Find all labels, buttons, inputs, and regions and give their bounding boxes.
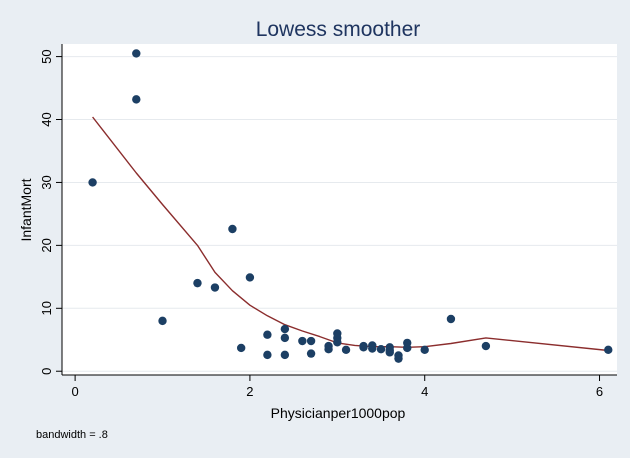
data-point xyxy=(280,324,290,334)
data-point xyxy=(245,273,255,282)
x-tick-label: 4 xyxy=(421,384,428,399)
data-point xyxy=(306,349,316,358)
data-point xyxy=(403,343,412,353)
data-point xyxy=(263,330,272,339)
data-point xyxy=(324,344,333,354)
y-tick-label: 10 xyxy=(39,301,54,315)
y-tick-label: 50 xyxy=(39,49,54,63)
x-tick-label: 2 xyxy=(246,384,253,399)
data-point xyxy=(228,224,237,234)
data-point xyxy=(420,345,429,355)
data-point xyxy=(359,343,368,352)
data-point xyxy=(341,345,351,355)
data-point xyxy=(333,338,342,347)
x-tick-label: 0 xyxy=(71,384,78,399)
x-axis-label: Physicianper1000pop xyxy=(271,405,406,421)
y-tick-label: 30 xyxy=(39,175,54,189)
y-tick-label: 40 xyxy=(39,112,54,126)
y-axis-label: InfantMort xyxy=(18,178,34,241)
axes: 0 2 4 6 0 10 20 30 40 50 xyxy=(39,44,617,399)
data-point xyxy=(298,336,307,346)
data-point xyxy=(306,336,316,346)
y-tick-label: 20 xyxy=(39,238,54,252)
data-point xyxy=(132,49,141,58)
data-point xyxy=(263,350,272,360)
data-point xyxy=(481,341,491,351)
data-point xyxy=(280,333,290,343)
data-point xyxy=(193,278,202,288)
data-point xyxy=(236,343,246,353)
bandwidth-note: bandwidth = .8 xyxy=(36,429,108,441)
data-point xyxy=(88,178,97,187)
data-point xyxy=(394,354,403,363)
data-point xyxy=(376,344,386,354)
lowess-line-layer xyxy=(92,116,609,352)
scatter-points xyxy=(88,49,613,363)
data-point xyxy=(210,283,220,292)
data-point xyxy=(132,95,141,104)
grid-lines xyxy=(62,56,617,372)
chart-title: Lowess smoother xyxy=(256,18,421,41)
y-tick-label: 0 xyxy=(39,368,54,375)
data-point xyxy=(604,345,613,355)
data-point xyxy=(158,316,167,326)
plot-area xyxy=(62,44,617,375)
lowess-line xyxy=(92,116,609,352)
x-tick-label: 6 xyxy=(596,384,603,399)
data-point xyxy=(385,348,394,357)
data-point xyxy=(368,344,377,353)
data-point xyxy=(280,350,290,360)
data-point xyxy=(446,314,456,324)
